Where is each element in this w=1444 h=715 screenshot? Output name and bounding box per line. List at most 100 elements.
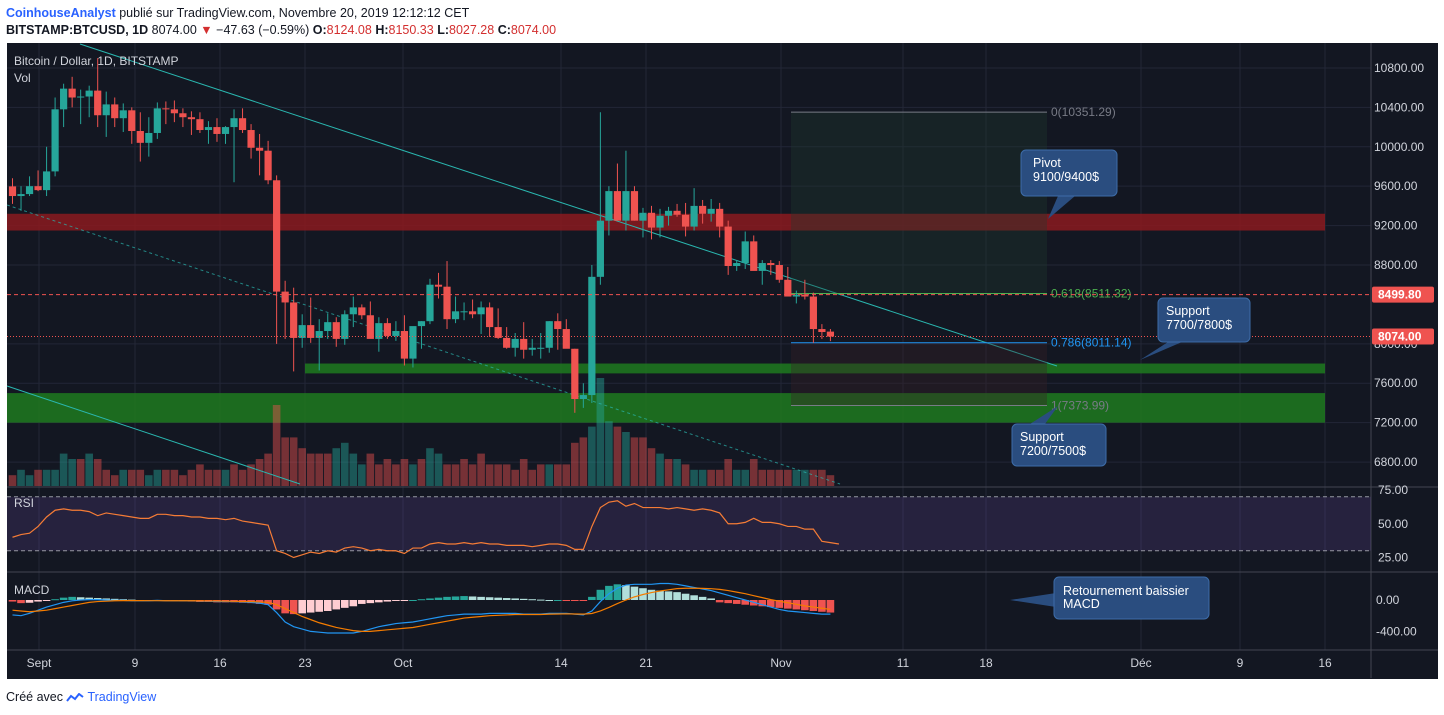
macd-histogram-bar [323,600,332,611]
candle-body [273,180,281,292]
volume-bar [596,378,605,486]
macd-histogram-bar [443,596,451,600]
macd-histogram-bar [511,598,519,600]
candle-body [699,205,707,214]
candle-body [468,311,477,315]
candle-body [656,215,664,228]
macd-histogram-bar [519,598,528,600]
volume-bar [766,469,775,486]
low-label: L: [437,23,450,37]
volume-bar [826,475,835,486]
macd-histogram-bar [596,589,605,600]
macd-histogram-bar [102,598,111,600]
macd-histogram-bar [502,598,511,600]
macd-histogram-bar [298,600,306,614]
macd-histogram-bar [613,584,622,600]
volume-bar [698,469,707,486]
macd-histogram-bar [289,600,298,615]
volume-bar [110,475,119,486]
candle-body [613,191,622,221]
time-tick-label: Sept [27,656,52,670]
fibonacci-retracement[interactable]: 0(10351.29) 0.618(8511.32) 0.786(8011.14) 1… [791,105,1132,413]
candle-body [733,263,741,266]
macd-histogram-bar [707,598,715,600]
volume-bar [434,453,443,486]
chart-title: Bitcoin / Dollar, 1D, BITSTAMP [14,54,179,68]
candle-body [162,108,170,110]
volume-bar [153,469,162,486]
descending-trendline [79,43,1058,367]
price-badge [1372,286,1434,303]
candle-body [639,212,647,221]
callout-box [1011,423,1107,467]
volume-bar [289,437,298,486]
volume-bar [536,464,545,486]
volume-bar [383,459,392,486]
macd-histogram-bar [426,598,434,600]
macd-histogram-bar [724,600,732,604]
candle-body [758,263,766,271]
volume-bar [553,464,562,486]
author-link[interactable]: CoinhouseAnalyst [6,6,116,20]
candle-body [375,323,383,339]
candle-body [383,323,391,336]
candle-body [596,220,604,277]
macd-histogram-bar [349,600,358,607]
macd-histogram-bar [809,600,818,611]
rsi-tick-label: 75.00 [1378,483,1408,497]
price-tick-label: 10000.00 [1374,140,1424,154]
candle-body [332,322,340,339]
candle-body [784,279,792,297]
lower-trendline [6,385,301,485]
volume-bar [809,469,818,486]
volume-bar [247,464,255,486]
macd-histogram-bar [366,600,375,604]
volume-bar [136,469,145,486]
down-arrow-icon: ▼ [200,23,213,37]
volume-bar [281,437,289,486]
candle-body [537,347,545,349]
volume-bar [426,448,434,486]
candle-body [264,150,272,181]
macd-histogram-bar [434,597,443,600]
rsi-band [7,496,1371,551]
price-zones [7,213,1325,423]
macd-histogram-bar [400,600,409,601]
volume-bar [545,464,554,486]
callout-text: 7700/7800$ [1166,318,1232,332]
tradingview-link[interactable]: TradingView [87,690,157,704]
volume-bar [162,469,170,486]
volume-bar [775,469,784,486]
macd-histogram-bar [409,600,417,601]
price-badge-label: 8074.00 [1378,330,1422,344]
candle-body [145,132,153,143]
macd-histogram-bar [59,597,68,600]
candle-body [196,119,204,131]
volume-bar [170,469,179,486]
support-zone [305,363,1325,374]
time-axis[interactable]: Sept 9 16 23 Oct 14 21 Nov 11 18 Déc 9 16 [27,656,1332,670]
macd-histogram-bar [417,599,426,601]
candle-body [503,337,511,348]
price-axes[interactable]: 10800.00 10400.00 10000.00 9600.00 9200.00 88… [1372,61,1434,638]
macd-histogram-bar [766,600,775,608]
volume-bar [494,464,502,486]
macd-histogram-bar [340,600,349,608]
fib-level-label: 1(7373.99) [1051,399,1109,413]
volume-bar [562,464,571,486]
macd-tick-label: -400.00 [1376,624,1417,638]
callout-pointer [1048,196,1075,219]
candle-body [528,347,536,350]
macd-histogram-bar [383,600,392,602]
fib-zone-lower [791,342,1047,406]
time-tick-label: Déc [1130,656,1151,670]
volume-bar [417,459,426,486]
candle-body [290,302,298,338]
fib-level-label: 0(10351.29) [1051,105,1116,119]
